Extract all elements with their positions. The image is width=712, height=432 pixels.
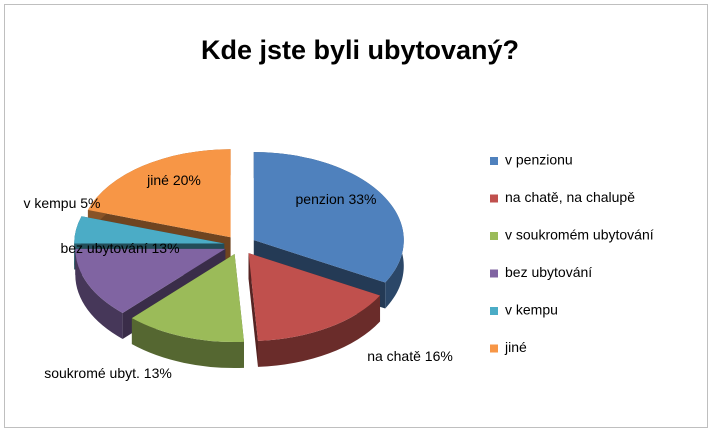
legend-swatch [490, 344, 498, 353]
slice-top [253, 152, 404, 283]
legend-swatch [490, 232, 498, 240]
legend-label: na chatě, na chalupě [505, 189, 635, 205]
data-label: bez ubytování 13% [60, 240, 180, 256]
data-label: na chatě 16% [367, 348, 453, 364]
legend-label: v penzionu [505, 152, 573, 168]
slice-top [75, 248, 226, 313]
slice-top [74, 216, 225, 244]
data-label: jiné 20% [147, 172, 201, 188]
legend-label: v soukromém ubytování [505, 227, 654, 243]
slice-top [87, 149, 231, 238]
slice-top [248, 253, 381, 341]
data-label: penzion 33% [295, 191, 377, 207]
pie-slice [248, 253, 381, 367]
pie-slice [131, 254, 244, 369]
legend-swatch [490, 157, 498, 165]
slice-edge [75, 248, 123, 339]
slice-edge [257, 295, 381, 367]
slice-side [248, 253, 258, 367]
slice-edge [131, 318, 244, 369]
data-label: soukromé ubyt. 13% [44, 365, 172, 381]
data-label: v kempu 5% [23, 195, 101, 211]
chart-title: Kde jste byli ubytovaný? [201, 35, 519, 65]
legend-swatch [490, 307, 498, 315]
legend-swatch [490, 269, 498, 278]
legend-swatch [490, 194, 498, 203]
slice-top [131, 254, 244, 343]
legend-label: bez ubytování [505, 264, 592, 280]
legend-label: jiné [504, 339, 527, 355]
legend-label: v kempu [505, 302, 558, 318]
